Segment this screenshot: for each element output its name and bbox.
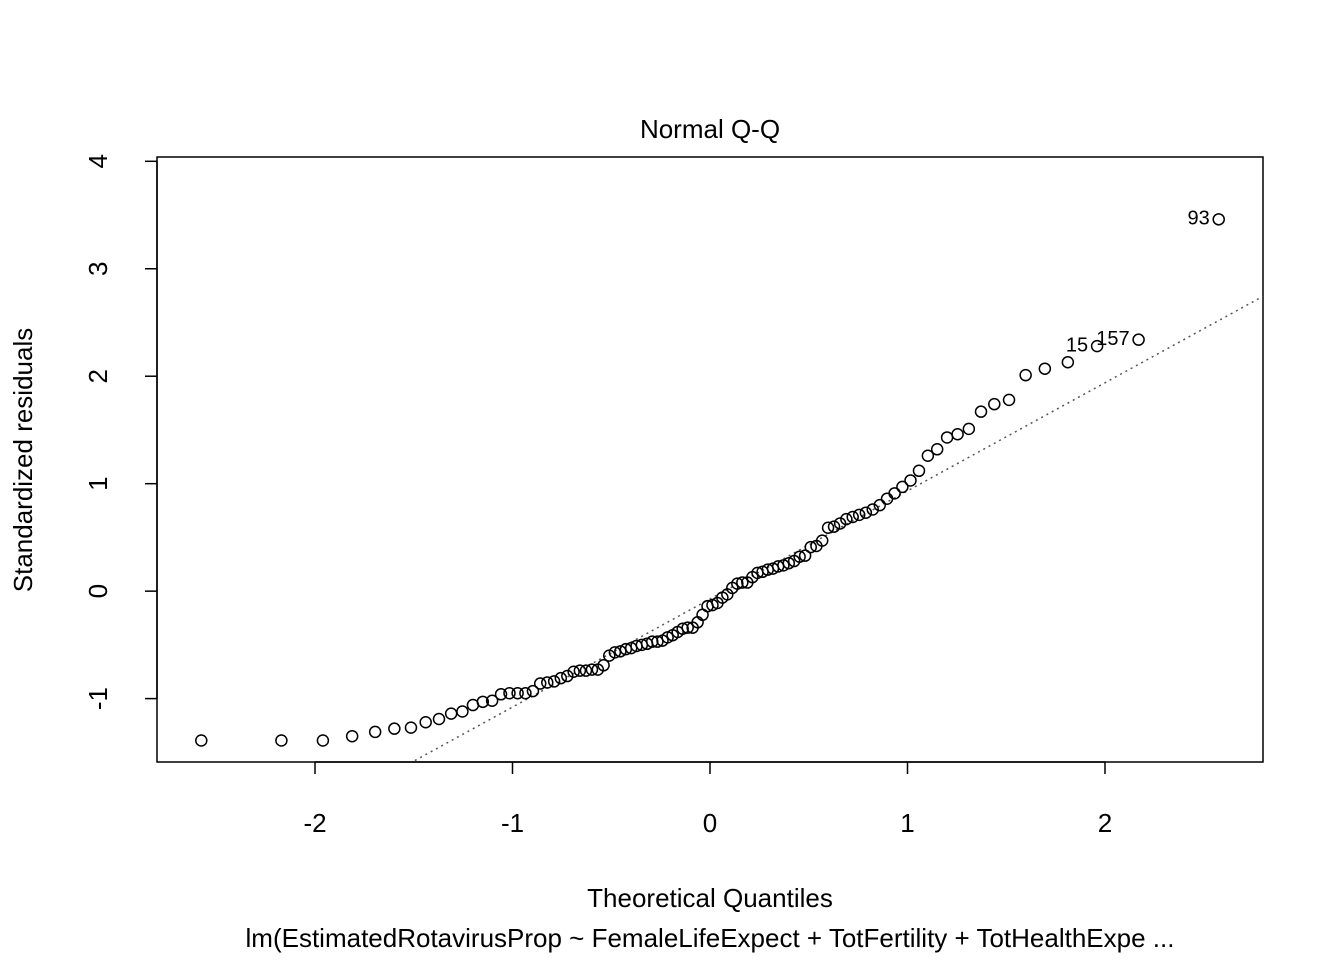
data-point — [554, 671, 568, 685]
data-point — [951, 427, 964, 441]
data-point — [573, 664, 587, 677]
data-point — [888, 487, 901, 500]
y-axis-label: Standardized residuals — [8, 328, 38, 593]
data-point — [896, 480, 909, 494]
x-tick-label: -2 — [303, 808, 326, 838]
data-point — [921, 449, 935, 462]
data-point — [731, 577, 744, 590]
data-point — [195, 734, 208, 747]
reference-line — [410, 295, 1263, 762]
data-point — [608, 646, 622, 659]
x-axis-label: Theoretical Quantiles — [587, 883, 833, 913]
data-point — [962, 422, 976, 436]
data-point — [1038, 362, 1052, 375]
data-point — [541, 676, 554, 689]
data-point — [579, 664, 593, 677]
data-point — [1212, 213, 1225, 226]
data-point — [859, 506, 873, 519]
data-point — [519, 686, 532, 700]
data-point — [804, 540, 817, 554]
data-point — [511, 686, 524, 700]
data-point — [547, 675, 561, 688]
y-tick-label: 2 — [83, 369, 113, 383]
data-point — [777, 559, 790, 572]
data-point — [533, 677, 547, 690]
data-point — [793, 550, 806, 564]
data-point — [681, 621, 694, 634]
point-label: 15 — [1066, 334, 1088, 356]
data-point — [494, 688, 508, 701]
data-point — [316, 734, 330, 747]
data-point — [904, 474, 917, 487]
data-point — [1061, 355, 1075, 369]
data-point — [432, 712, 446, 726]
data-point — [782, 556, 796, 570]
data-point — [567, 665, 580, 678]
data-point — [821, 521, 835, 534]
data-point — [846, 510, 859, 524]
data-point — [585, 663, 599, 676]
data-point — [485, 694, 499, 707]
data-point — [736, 576, 749, 589]
data-point — [798, 549, 812, 562]
data-point — [456, 705, 469, 718]
data-point — [1002, 393, 1016, 407]
data-point — [388, 722, 401, 735]
data-point — [651, 635, 664, 648]
subtitle: lm(EstimatedRotavirusProp ~ FemaleLifeEx… — [246, 923, 1175, 953]
data-point — [597, 659, 610, 672]
data-point — [988, 397, 1001, 411]
y-tick-label: 3 — [83, 262, 113, 276]
x-tick-label: 1 — [900, 808, 914, 838]
y-tick-label: 4 — [83, 154, 113, 168]
data-point — [974, 405, 988, 418]
x-tick-label: 2 — [1098, 808, 1112, 838]
data-point — [866, 503, 879, 516]
data-point — [1132, 333, 1145, 346]
data-point — [815, 534, 829, 547]
data-point — [503, 686, 516, 700]
point-label: 93 — [1187, 208, 1209, 230]
x-tick-label: -1 — [501, 808, 524, 838]
data-point — [912, 464, 926, 478]
chart-title: Normal Q-Q — [640, 114, 780, 144]
data-point — [368, 725, 382, 739]
data-point — [840, 512, 853, 526]
data-point — [873, 498, 887, 512]
y-tick-label: 0 — [83, 584, 113, 598]
data-point — [345, 729, 359, 743]
data-point — [827, 520, 841, 533]
y-tick-label: 1 — [83, 476, 113, 490]
data-point — [930, 443, 944, 456]
x-tick-label: 0 — [703, 808, 717, 838]
data-point — [833, 517, 847, 530]
data-point — [1090, 339, 1104, 353]
point-label: 157 — [1096, 328, 1129, 350]
data-point — [852, 508, 866, 522]
data-point — [476, 695, 490, 709]
data-point — [561, 669, 574, 683]
data-point — [275, 734, 288, 747]
data-point — [404, 721, 418, 734]
data-point — [526, 684, 540, 698]
y-tick-label: -1 — [83, 687, 113, 710]
data-point — [419, 715, 432, 729]
data-point — [1019, 368, 1032, 382]
data-point — [676, 622, 689, 635]
